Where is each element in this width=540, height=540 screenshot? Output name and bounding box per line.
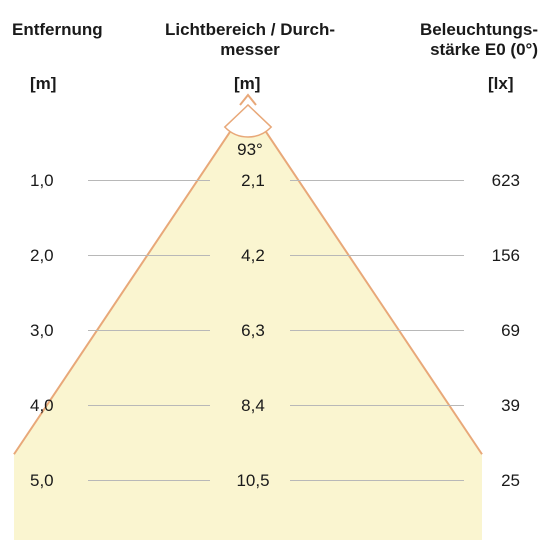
beam-angle: 93° [230, 140, 270, 160]
tick-line [88, 255, 210, 256]
tick-line [88, 405, 210, 406]
tick-line [88, 330, 210, 331]
diameter-value: 8,4 [228, 396, 278, 416]
diameter-value: 4,2 [228, 246, 278, 266]
tick-line [290, 180, 464, 181]
distance-value: 1,0 [30, 171, 54, 191]
tick-line [290, 405, 464, 406]
angle-arc [225, 105, 271, 137]
light-cone-diagram: { "diagram": { "type": "light-cone", "he… [0, 0, 540, 540]
tick-line [290, 480, 464, 481]
cone-svg [0, 0, 540, 540]
distance-value: 2,0 [30, 246, 54, 266]
tick-line [290, 330, 464, 331]
distance-value: 3,0 [30, 321, 54, 341]
tick-line [290, 255, 464, 256]
illuminance-value: 156 [492, 246, 520, 266]
diameter-value: 10,5 [228, 471, 278, 491]
tick-line [88, 480, 210, 481]
illuminance-value: 623 [492, 171, 520, 191]
tick-line [88, 180, 210, 181]
distance-value: 5,0 [30, 471, 54, 491]
apex-caret [240, 95, 256, 105]
diameter-value: 2,1 [228, 171, 278, 191]
diameter-value: 6,3 [228, 321, 278, 341]
illuminance-value: 39 [501, 396, 520, 416]
illuminance-value: 25 [501, 471, 520, 491]
distance-value: 4,0 [30, 396, 54, 416]
illuminance-value: 69 [501, 321, 520, 341]
